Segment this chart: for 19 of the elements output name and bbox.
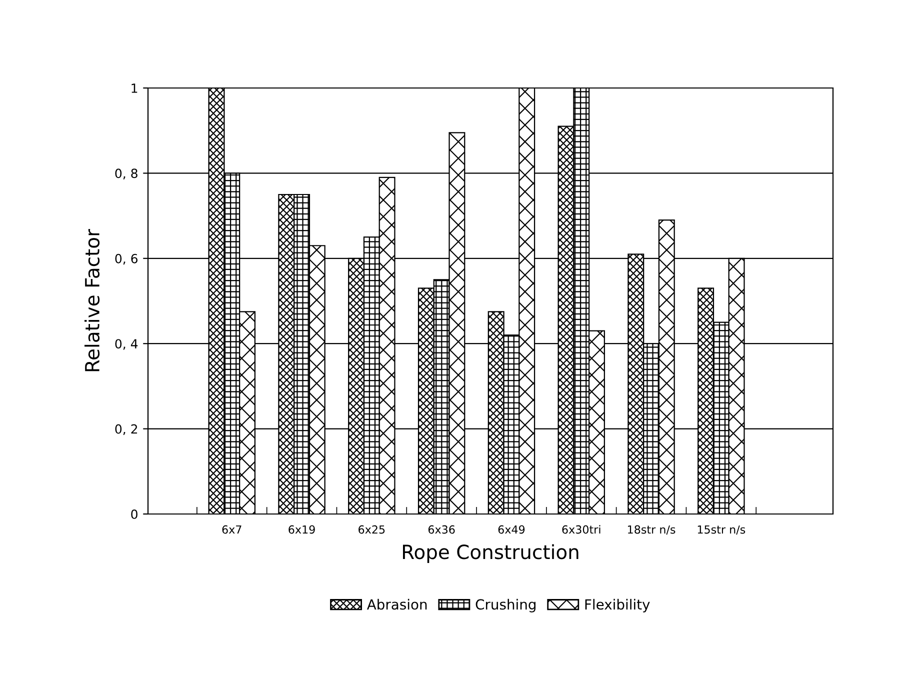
- y-tick-label: 0, 4: [115, 339, 138, 350]
- x-tick-label: 6x30tri: [562, 525, 600, 534]
- x-tick-label: 6x49: [498, 525, 525, 534]
- x-axis-title: Rope Construction: [402, 544, 578, 564]
- y-tick-label: 0, 2: [115, 424, 138, 435]
- x-tick-label: 6x36: [428, 525, 455, 534]
- x-tick-label: 15str n/s: [698, 525, 746, 535]
- y-tick-label: 0, 8: [115, 168, 138, 180]
- y-tick-label: 1: [132, 84, 138, 93]
- y-tick-label: 0: [131, 509, 138, 519]
- y-tick-label: 0, 6: [115, 254, 138, 265]
- x-tick-label: 18str n/s: [628, 525, 676, 535]
- x-tick-label: 6x19: [288, 525, 315, 534]
- y-axis-title: Relative Factor: [84, 228, 100, 372]
- legend-label: Abrasion: [366, 598, 427, 610]
- legend-label: Crushing: [476, 598, 536, 612]
- legend-label: Flexibility: [585, 598, 650, 612]
- x-tick-label: 6x25: [358, 525, 385, 534]
- x-tick-label: 6x7: [222, 525, 242, 534]
